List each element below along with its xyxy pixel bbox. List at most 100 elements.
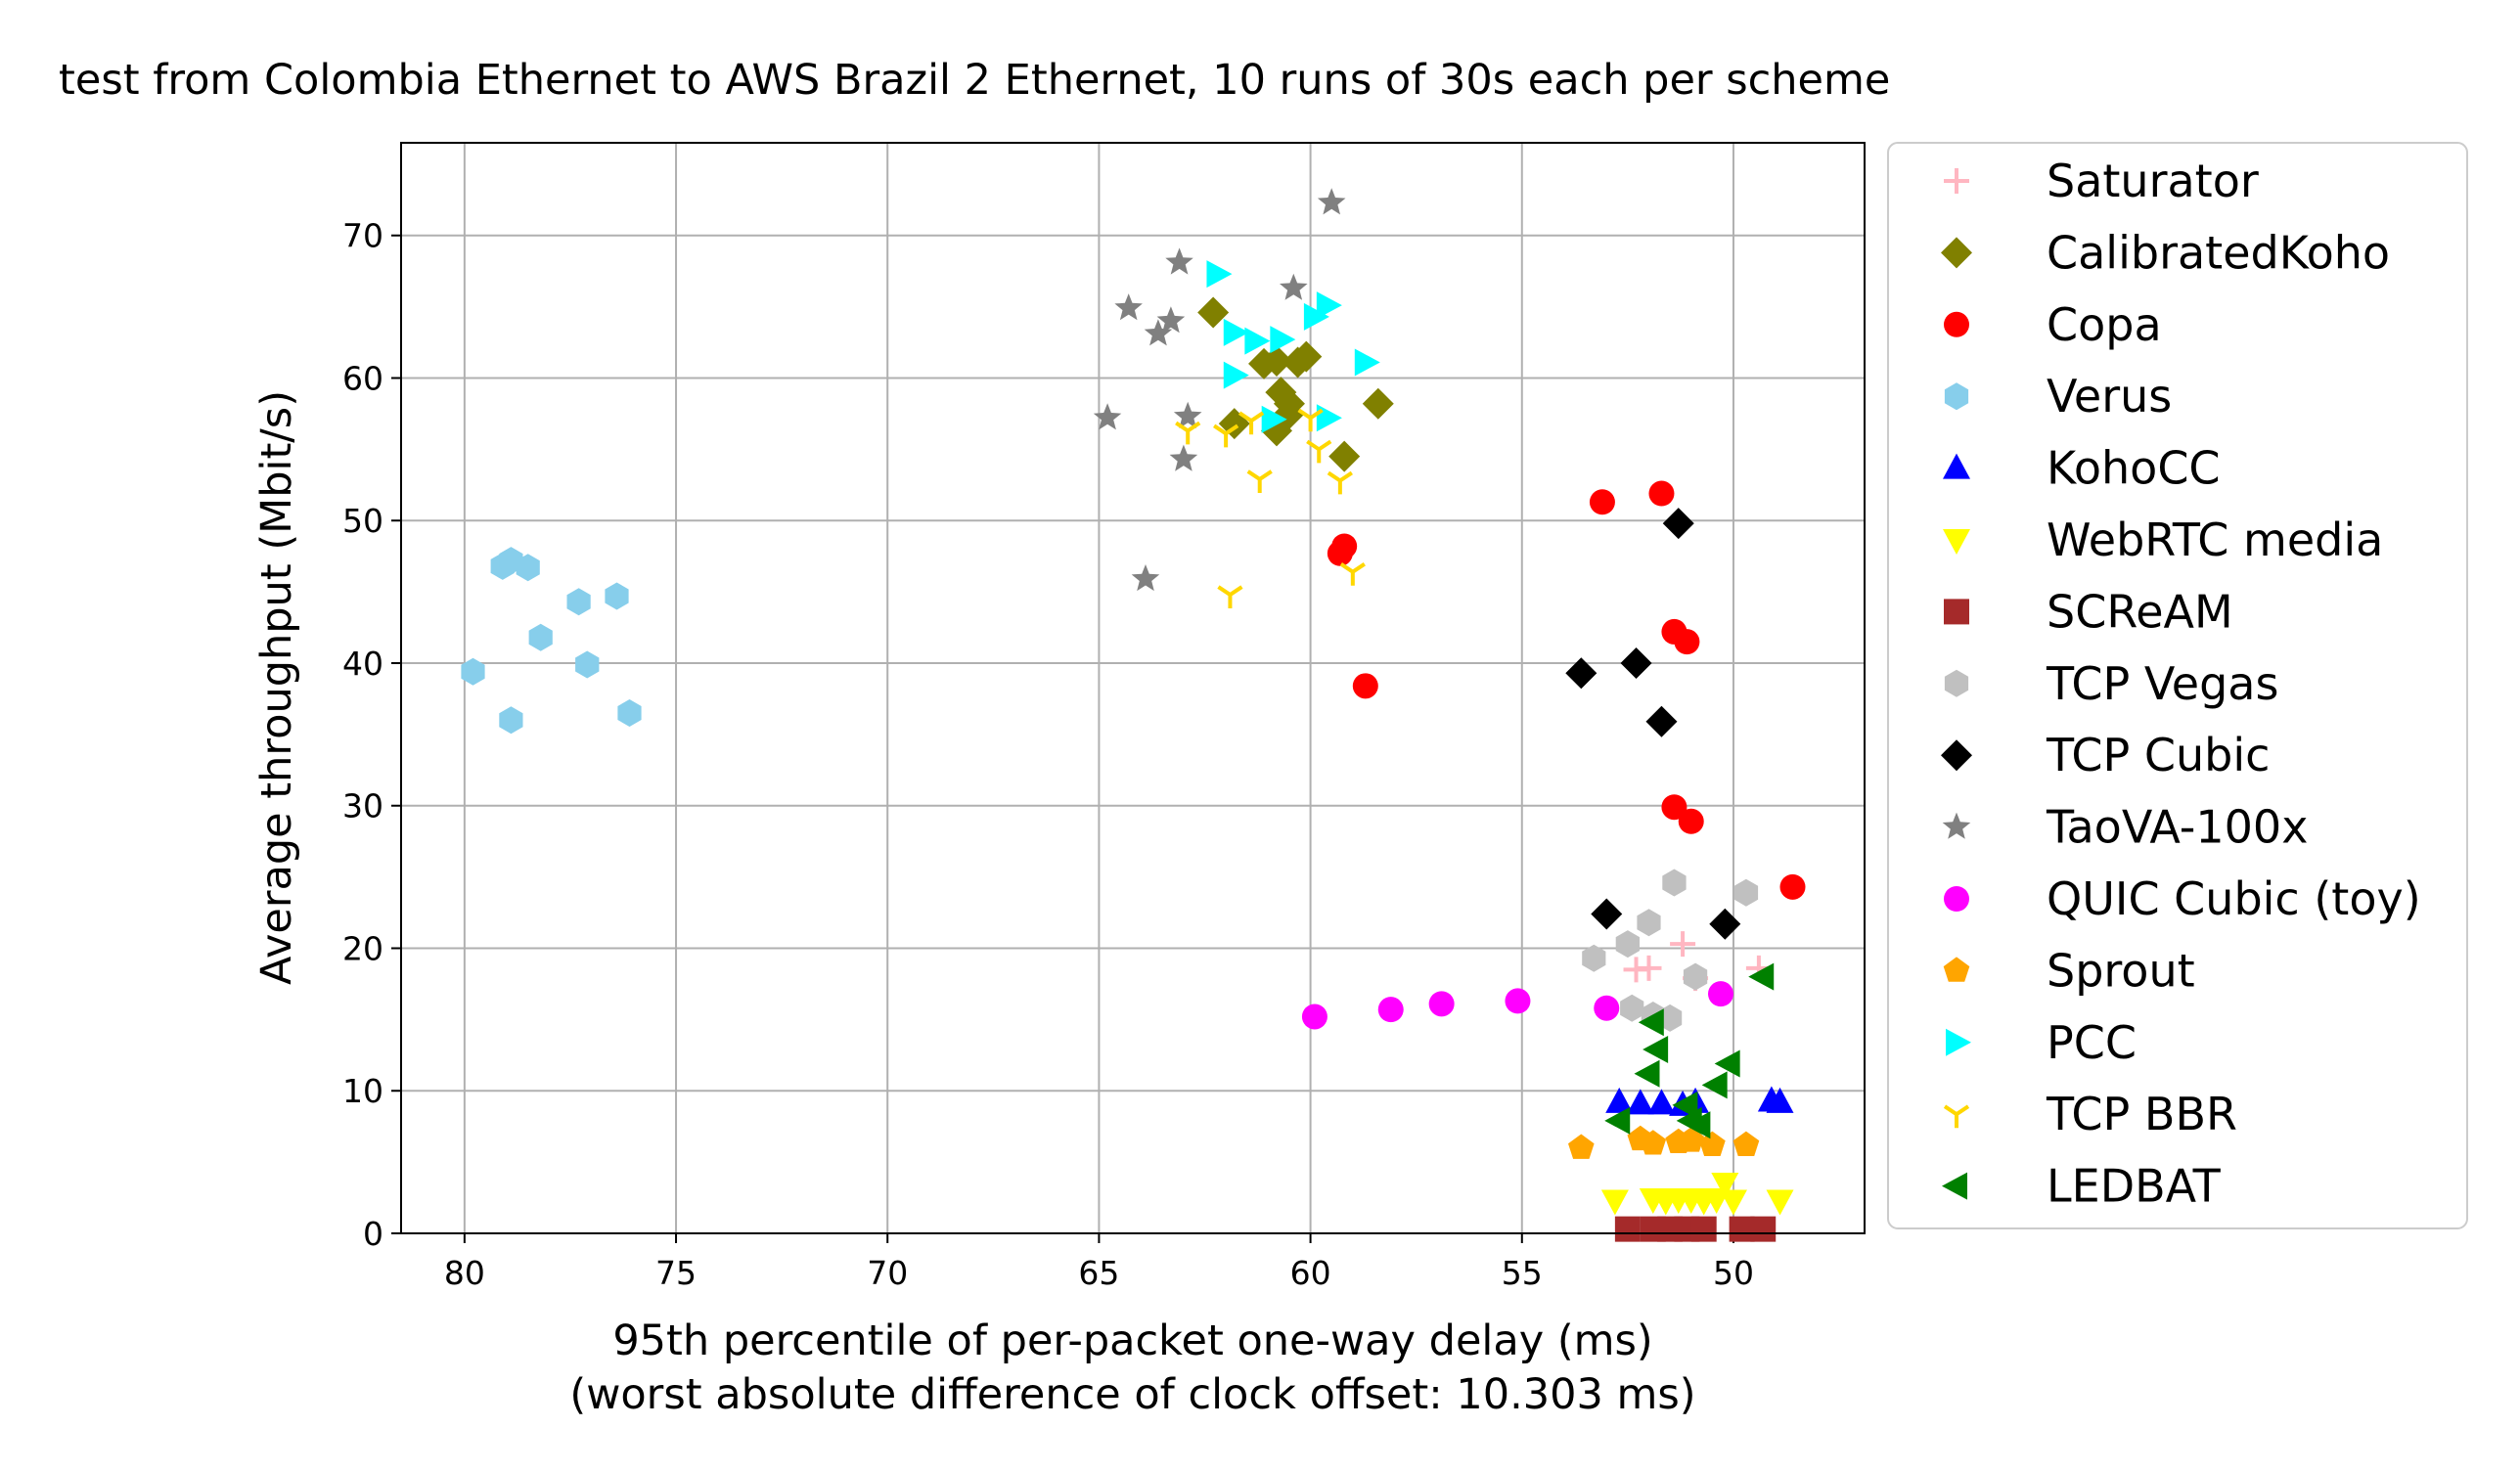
data-point [1600, 1189, 1629, 1216]
legend-label: Verus [2047, 370, 2172, 423]
data-point [1658, 1004, 1683, 1032]
y-tick-label: 60 [342, 359, 383, 397]
x-tick-label: 60 [1290, 1254, 1331, 1292]
legend-marker [1944, 168, 1969, 194]
data-point [1582, 944, 1606, 972]
data-point [1615, 930, 1640, 959]
data-point [1636, 955, 1662, 981]
data-point [1626, 1089, 1654, 1115]
legend-label: TCP Vegas [2046, 657, 2278, 710]
data-point [617, 699, 642, 727]
y-tick-label: 70 [342, 217, 383, 255]
data-point [1270, 326, 1296, 354]
data-point [499, 706, 523, 735]
data-point [1614, 1216, 1641, 1242]
legend-label: TaoVA-100x [2046, 801, 2308, 854]
data-point [1377, 997, 1404, 1023]
data-point [1748, 962, 1775, 991]
data-point [1213, 424, 1239, 448]
legend-marker [1943, 957, 1970, 982]
legend-marker [1941, 739, 1972, 772]
legend-label: KohoCC [2047, 442, 2221, 495]
data-point [1238, 411, 1265, 435]
data-point [1678, 808, 1704, 834]
data-point [516, 554, 540, 582]
data-point [1316, 291, 1342, 320]
data-point [1750, 1216, 1777, 1242]
legend-label: SCReAM [2047, 585, 2233, 638]
legend-marker [1943, 1104, 1970, 1129]
series-scream [1614, 1216, 1777, 1242]
legend-label: LEDBAT [2047, 1160, 2222, 1213]
data-point [1707, 981, 1733, 1007]
y-tick-label: 0 [363, 1215, 383, 1253]
data-point [1131, 564, 1160, 592]
data-point [1244, 327, 1271, 355]
y-axis-label: Average throughput (Mbit/s) [252, 390, 301, 985]
data-point [1280, 273, 1308, 300]
series-sprout [1568, 1125, 1760, 1159]
legend-label: CalibratedKoho [2047, 226, 2390, 279]
series-ledbat [1604, 962, 1775, 1139]
data-point [1144, 319, 1173, 346]
data-point [1206, 260, 1233, 289]
legend-label: Saturator [2047, 155, 2259, 207]
data-point [1678, 1127, 1704, 1152]
legend-box [1887, 142, 2468, 1229]
data-point [1362, 387, 1394, 420]
series-quic-cubic-toy- [1301, 981, 1733, 1030]
data-point [1685, 1111, 1711, 1139]
data-point [1638, 1008, 1664, 1037]
data-point [1428, 991, 1455, 1017]
data-point [1672, 1091, 1698, 1119]
legend-label: WebRTC media [2047, 513, 2383, 566]
legend-marker [1944, 886, 1969, 912]
data-point [1594, 995, 1620, 1021]
x-tick-label: 80 [444, 1254, 485, 1292]
legend-label: TCP BBR [2046, 1088, 2237, 1140]
series-taova-100x [1093, 188, 1346, 592]
legend-marker [1942, 1172, 1967, 1200]
data-point [1699, 1131, 1726, 1156]
data-point [1589, 489, 1615, 515]
axis-ticks: 80 75 70 65 60 55 50 0 10 20 30 40 50 60 70 [342, 217, 1754, 1292]
data-point [1620, 994, 1644, 1022]
grid-layer [401, 143, 1865, 1234]
data-point [1709, 908, 1741, 940]
series-tcp-vegas [1582, 869, 1759, 1032]
data-point [1591, 898, 1623, 930]
legend-label: Sprout [2047, 944, 2195, 997]
x-tick-label: 65 [1078, 1254, 1119, 1292]
data-point [528, 623, 553, 651]
series-webrtc-media [1600, 1172, 1794, 1216]
series-pcc [1206, 260, 1380, 433]
series-tcp-cubic [1565, 508, 1741, 940]
data-point [1683, 962, 1708, 991]
legend-marker [1946, 1028, 1971, 1056]
data-point [1317, 188, 1346, 215]
x-tick-label: 75 [655, 1254, 697, 1292]
chart-title: test from Colombia Ethernet to AWS Brazi… [59, 56, 1890, 105]
x-tick-label: 55 [1502, 1254, 1543, 1292]
series-copa [1327, 480, 1806, 900]
legend-marker [1944, 669, 1969, 697]
data-point [1645, 705, 1678, 737]
data-point [1701, 1071, 1728, 1099]
data-point [1766, 1189, 1794, 1216]
data-point [1169, 444, 1198, 471]
data-point [1620, 647, 1652, 679]
legend-marker [1944, 599, 1969, 625]
data-point [1505, 988, 1531, 1014]
legend-label: QUIC Cubic (toy) [2047, 872, 2421, 925]
x-axis-sublabel: (worst absolute difference of clock offs… [569, 1370, 1695, 1419]
legend-marker [1944, 311, 1969, 337]
data-point [1648, 480, 1675, 507]
data-point [1674, 629, 1700, 655]
data-point [1331, 533, 1358, 559]
data-point [1604, 1106, 1631, 1135]
data-point [1637, 909, 1661, 937]
y-tick-label: 40 [342, 645, 383, 683]
data-point [1327, 470, 1353, 495]
data-point [1261, 405, 1287, 433]
series-verus [461, 547, 642, 735]
